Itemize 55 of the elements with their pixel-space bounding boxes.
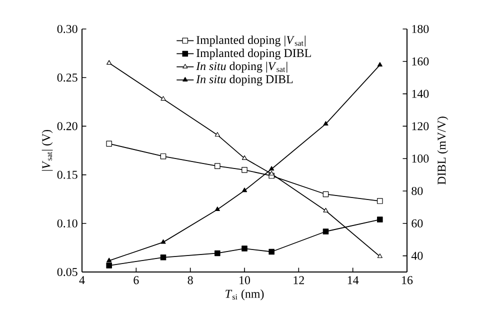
y-tick-label: 0.10 bbox=[57, 219, 78, 228]
point bbox=[160, 96, 166, 101]
x-tick-label: 16 bbox=[402, 276, 413, 284]
y2-tick-label: 40 bbox=[411, 252, 423, 260]
point bbox=[214, 163, 220, 169]
point bbox=[242, 167, 248, 173]
x-tick-label: 10 bbox=[240, 276, 250, 284]
x-tick-label: 6 bbox=[134, 276, 139, 284]
point bbox=[106, 258, 112, 262]
point bbox=[377, 254, 382, 258]
point bbox=[106, 262, 112, 268]
point bbox=[106, 140, 112, 147]
point bbox=[323, 121, 328, 126]
point bbox=[242, 246, 248, 252]
x-tick-label: 8 bbox=[188, 276, 193, 284]
point bbox=[242, 188, 248, 192]
y2-tick-label: 120 bbox=[412, 122, 429, 130]
point bbox=[214, 132, 220, 137]
y2-tick-label: 60 bbox=[412, 219, 423, 228]
y-tick-label: 0.20 bbox=[57, 122, 78, 130]
point bbox=[323, 208, 328, 212]
y2-tick-label: 80 bbox=[412, 186, 423, 196]
x-tick-label: 4 bbox=[79, 276, 85, 284]
point bbox=[377, 62, 382, 67]
point bbox=[377, 198, 383, 204]
point bbox=[160, 153, 166, 160]
y2-tick-label: 160 bbox=[412, 57, 429, 66]
legend-label: In situ doping |V$_{sat}$| bbox=[196, 62, 288, 73]
legend-label: In situ doping DIBL bbox=[196, 74, 293, 86]
y-tick-label: 0.05 bbox=[57, 268, 78, 276]
legend-label: Implanted doping DIBL bbox=[196, 48, 311, 60]
point bbox=[160, 254, 166, 260]
y2-tick-label: 180 bbox=[412, 24, 429, 34]
x-axis-title: T$_{si}$ (nm) bbox=[226, 289, 264, 300]
point bbox=[268, 248, 274, 255]
point bbox=[160, 239, 166, 244]
y2-tick-label: 140 bbox=[412, 90, 429, 98]
x-tick-label: 12 bbox=[294, 276, 304, 284]
point bbox=[322, 228, 329, 234]
x-tick-label: 14 bbox=[348, 276, 359, 284]
point bbox=[377, 216, 383, 222]
point bbox=[269, 166, 274, 171]
point bbox=[269, 170, 274, 176]
y-tick-label: 0.30 bbox=[57, 24, 78, 34]
y-tick-label: 0.15 bbox=[57, 170, 78, 179]
point bbox=[322, 191, 329, 198]
point bbox=[214, 206, 220, 212]
point bbox=[106, 60, 112, 65]
y2-axis-title: DIBL (mV/V) bbox=[437, 116, 448, 185]
y2-tick-label: 100 bbox=[412, 154, 429, 163]
point bbox=[242, 155, 248, 160]
point bbox=[214, 250, 220, 256]
y-axis-title: |V$_{sat}$| (V) bbox=[42, 130, 53, 171]
y-tick-label: 0.25 bbox=[57, 74, 78, 82]
legend-label: Implanted doping |V$_{sat}$| bbox=[196, 36, 306, 46]
